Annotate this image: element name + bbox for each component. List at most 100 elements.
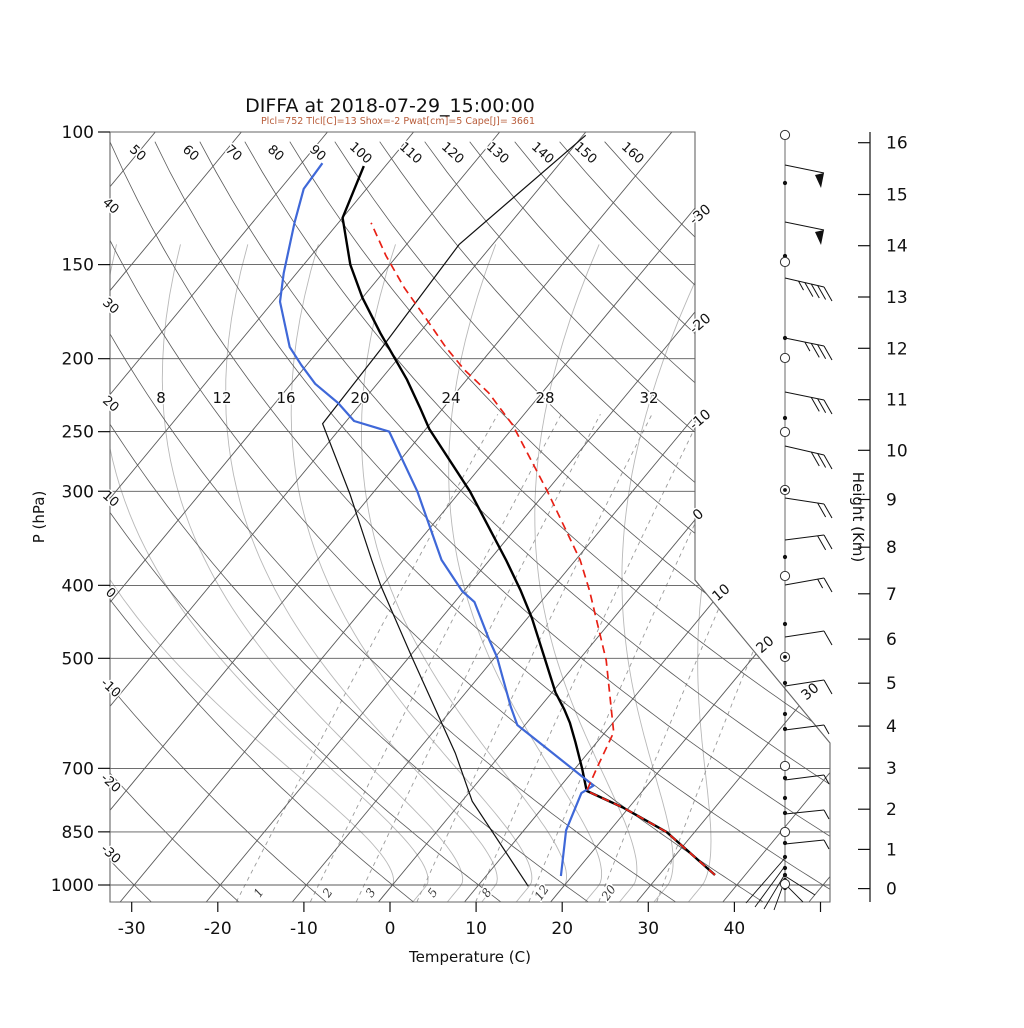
pressure-tick-label: 300 bbox=[62, 482, 94, 502]
wind-level-dot bbox=[783, 841, 787, 845]
height-tick-label: 0 bbox=[886, 880, 897, 900]
wind-barb bbox=[785, 446, 832, 469]
isotherm-line bbox=[551, 132, 1024, 902]
height-tick-label: 14 bbox=[886, 237, 908, 257]
wind-level-dot bbox=[783, 181, 787, 185]
moist-adiabat-line bbox=[226, 244, 498, 902]
temperature-tick-label: 0 bbox=[385, 919, 396, 939]
dry-adiabat-label: 80 bbox=[264, 142, 286, 164]
wind-level-circle bbox=[780, 571, 789, 580]
isotherm-label: 20 bbox=[753, 633, 777, 657]
wind-level-dot bbox=[783, 796, 787, 800]
wind-level-dot bbox=[783, 727, 787, 731]
moist-adiabat-label: 32 bbox=[639, 389, 658, 407]
dry-adiabat-label: 160 bbox=[618, 140, 646, 168]
moist-adiabat-label: 24 bbox=[441, 389, 460, 407]
wind-level-dot bbox=[783, 811, 787, 815]
wind-level-circle bbox=[780, 761, 789, 770]
temperature-tick-label: -30 bbox=[118, 919, 146, 939]
wind-barb bbox=[785, 631, 832, 645]
wind-level-circle bbox=[780, 257, 789, 266]
height-tick-label: 2 bbox=[886, 800, 897, 820]
dry-adiabat-line bbox=[0, 142, 326, 902]
wind-barb bbox=[785, 725, 829, 734]
isotherm-line bbox=[809, 132, 1024, 902]
dry-adiabat-line bbox=[335, 142, 1024, 902]
temperature-tick-label: -10 bbox=[290, 919, 318, 939]
isotherm-line bbox=[0, 132, 500, 902]
moist-adiabat-label: 8 bbox=[156, 389, 166, 407]
isotherm-label: -30 bbox=[687, 201, 715, 228]
wind-barb bbox=[785, 578, 832, 592]
height-tick-label: 5 bbox=[886, 674, 897, 694]
height-tick-label: 10 bbox=[886, 441, 908, 461]
isotherm-line bbox=[0, 132, 155, 902]
height-tick-label: 7 bbox=[886, 585, 897, 605]
moist-adiabat-line bbox=[449, 244, 602, 902]
wind-barb bbox=[785, 165, 824, 188]
pressure-tick-label: 500 bbox=[62, 649, 94, 669]
temperature-tick-label: 10 bbox=[465, 919, 487, 939]
height-tick-label: 6 bbox=[886, 630, 897, 650]
dry-adiabat-line bbox=[470, 142, 1024, 902]
height-tick-label: 13 bbox=[886, 288, 908, 308]
dry-adiabat-label: 90 bbox=[306, 142, 328, 164]
pressure-tick-label: 250 bbox=[62, 423, 94, 443]
moist-adiabat-line bbox=[689, 244, 823, 902]
dry-adiabat-line bbox=[560, 142, 1024, 902]
height-tick-label: 9 bbox=[886, 491, 897, 511]
height-tick-label: 11 bbox=[886, 391, 908, 411]
wind-level-dot bbox=[783, 873, 787, 877]
wind-level-circle bbox=[780, 353, 789, 362]
wind-level-circled-dot-center bbox=[783, 488, 787, 492]
height-tick-label: 12 bbox=[886, 339, 908, 359]
wind-level-dot bbox=[783, 866, 787, 870]
dry-adiabat-label: 120 bbox=[438, 140, 466, 168]
wind-level-dot bbox=[783, 416, 787, 420]
wind-barb bbox=[785, 278, 832, 301]
wind-barb-column bbox=[746, 130, 832, 910]
moist-adiabat-label: 12 bbox=[212, 389, 231, 407]
isotherm-line bbox=[0, 132, 586, 902]
wind-level-circle bbox=[780, 130, 789, 139]
mixing-ratio-label: 3 bbox=[363, 885, 379, 900]
moist-adiabat-line bbox=[102, 244, 429, 902]
pressure-tick-label: 1000 bbox=[51, 876, 94, 896]
isotherm-line bbox=[723, 132, 1024, 902]
surface-wind-staff bbox=[755, 866, 785, 907]
dry-adiabat-label: 40 bbox=[99, 195, 121, 217]
wind-level-circle bbox=[780, 827, 789, 836]
pressure-tick-label: 400 bbox=[62, 576, 94, 596]
temperature-tick-label: 20 bbox=[551, 919, 573, 939]
moist-adiabat-label: 16 bbox=[276, 389, 295, 407]
wind-barb bbox=[785, 535, 832, 550]
isotherm-line bbox=[0, 132, 414, 902]
aux-profile-curve bbox=[323, 135, 586, 886]
wind-barb bbox=[785, 392, 832, 414]
plot-frame bbox=[110, 132, 830, 902]
isotherm-label: -10 bbox=[687, 406, 715, 433]
plot-subtitle: Plcl=752 Tlcl[C]=13 Shox=-2 Pwat[cm]=5 C… bbox=[261, 116, 535, 127]
isotherm-label: -20 bbox=[687, 310, 715, 337]
height-tick-label: 15 bbox=[886, 186, 908, 206]
dry-adiabat-label: 100 bbox=[346, 140, 374, 168]
mixing-ratio-label: 12 bbox=[532, 882, 552, 903]
pressure-tick-label: 200 bbox=[62, 350, 94, 370]
plot-title: DIFFA at 2018-07-29_15:00:00 bbox=[245, 95, 535, 117]
dry-adiabat-label: 50 bbox=[126, 142, 148, 164]
dry-adiabat-label: -20 bbox=[97, 771, 123, 796]
height-tick-label: 8 bbox=[886, 538, 897, 558]
wind-barb bbox=[785, 840, 829, 849]
isotherm-line bbox=[120, 132, 758, 902]
moist-adiabat-line bbox=[40, 244, 393, 902]
dry-adiabat-line bbox=[605, 142, 1024, 902]
isotherm-line bbox=[0, 132, 328, 902]
dry-adiabat-line bbox=[110, 142, 850, 902]
y-left-axis-label: P (hPa) bbox=[30, 491, 48, 544]
wind-level-dot bbox=[783, 776, 787, 780]
pressure-tick-label: 150 bbox=[62, 256, 94, 276]
isotherm-line bbox=[292, 132, 930, 902]
pressure-tick-label: 100 bbox=[62, 123, 94, 143]
